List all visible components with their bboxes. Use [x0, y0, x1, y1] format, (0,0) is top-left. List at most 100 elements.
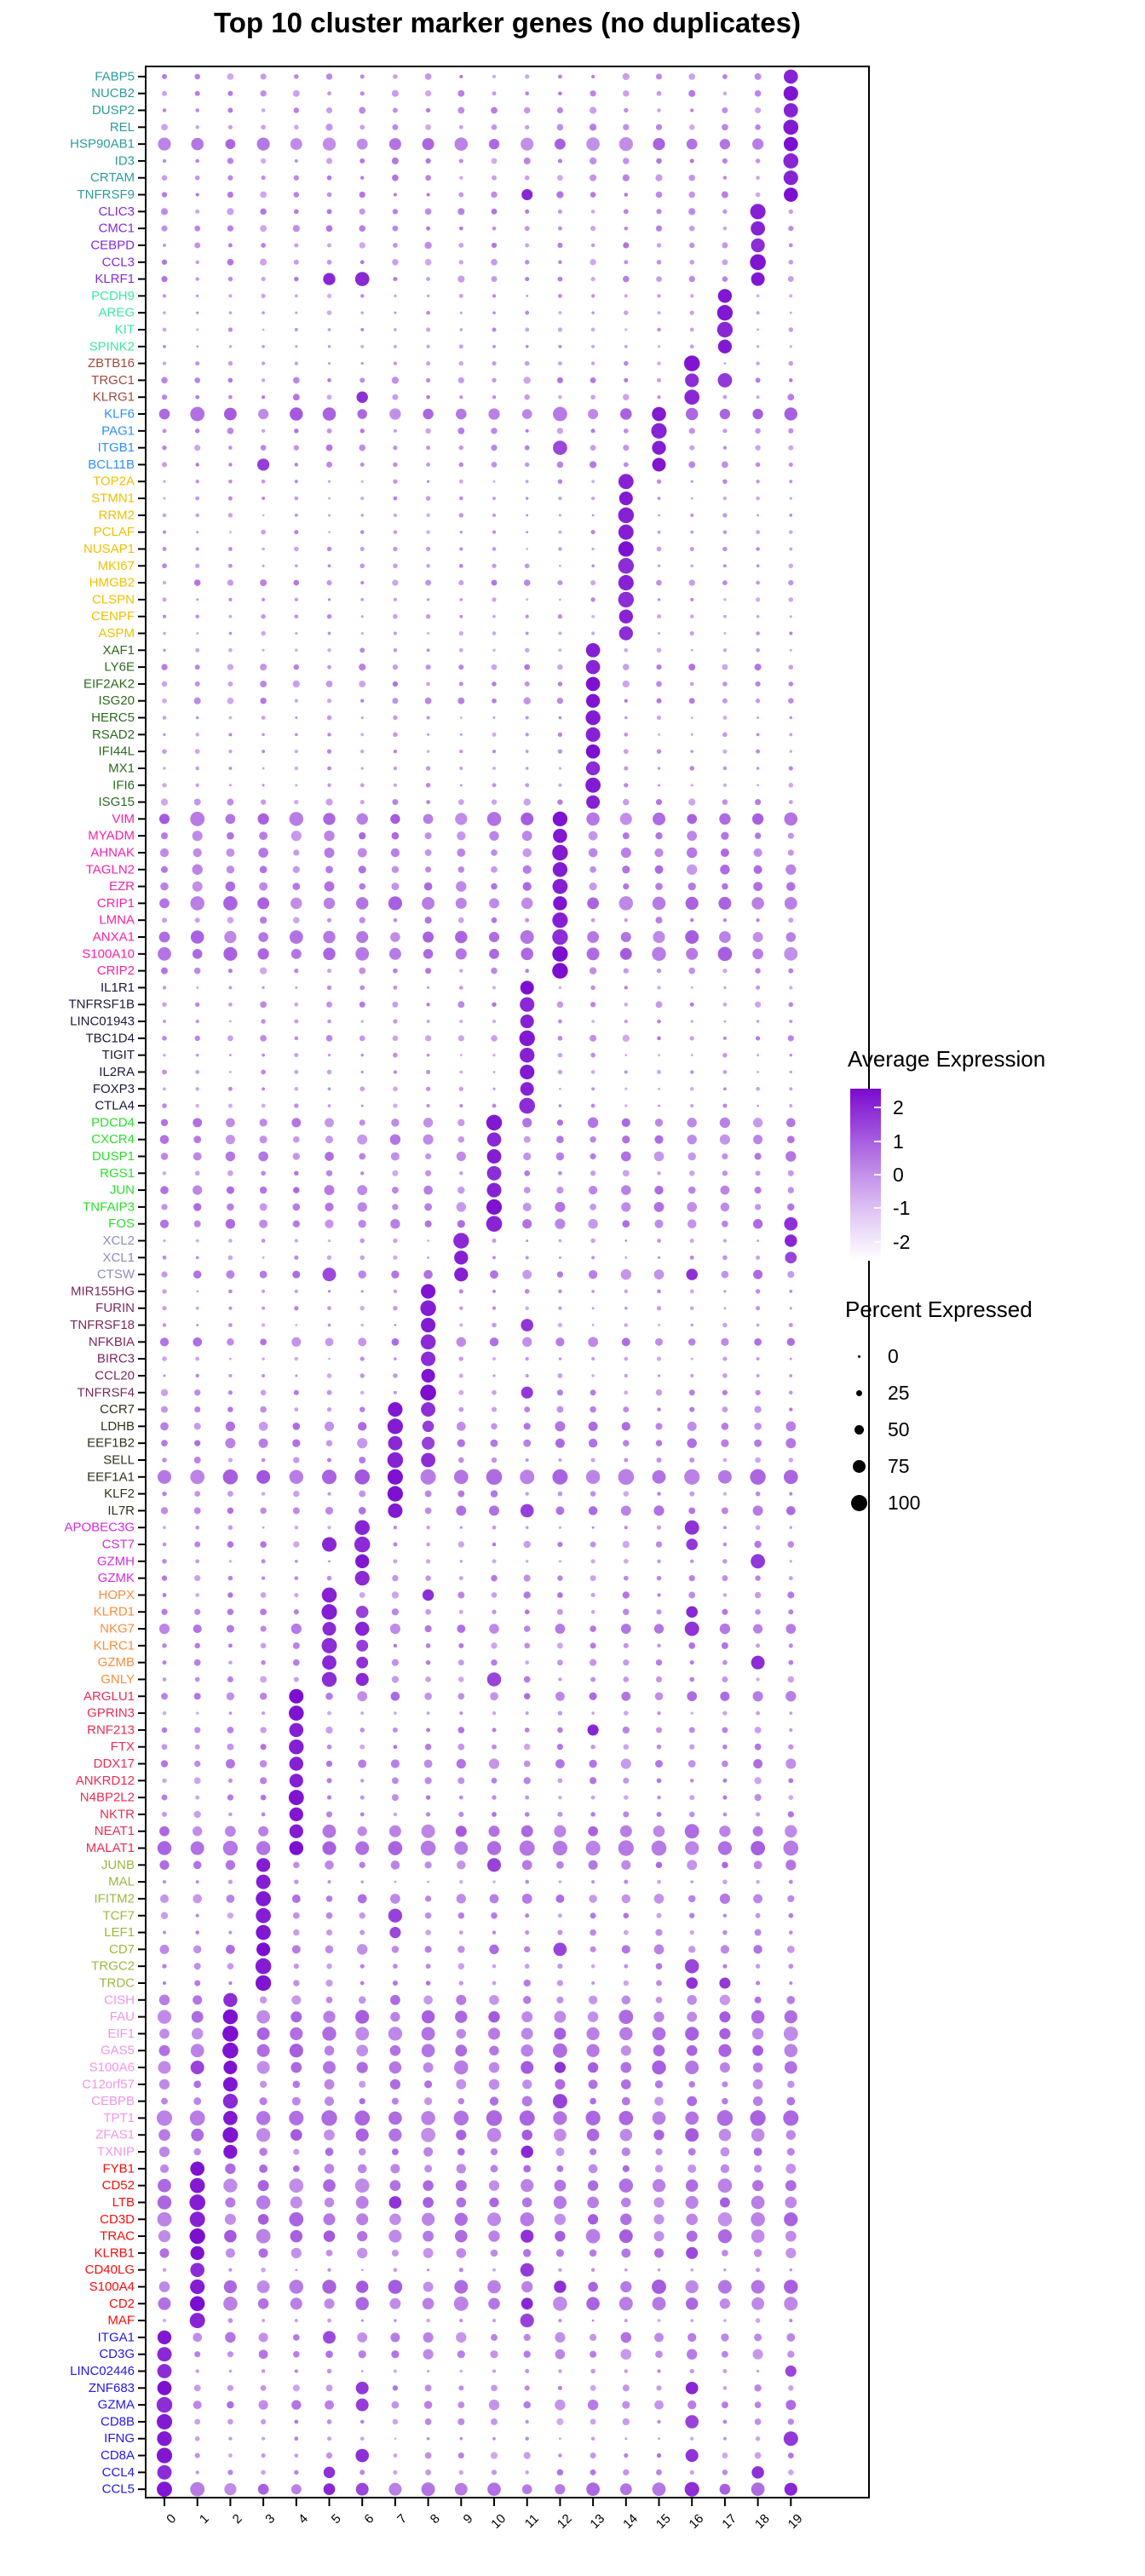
- dot: [390, 848, 400, 858]
- dot: [325, 106, 333, 114]
- dot: [162, 1002, 167, 1007]
- dot: [388, 1435, 403, 1451]
- dot: [393, 1812, 398, 1817]
- dot: [224, 2229, 237, 2243]
- dot: [159, 1894, 170, 1903]
- dot: [454, 2212, 468, 2226]
- dot: [591, 614, 595, 618]
- dot: [752, 2349, 763, 2360]
- gene-label-CD3D: CD3D: [100, 2212, 135, 2227]
- dot: [558, 1357, 562, 1360]
- dot: [262, 1053, 265, 1057]
- dot: [788, 243, 793, 248]
- dot: [786, 1945, 795, 1953]
- dot: [787, 1895, 795, 1903]
- dot: [260, 1406, 267, 1413]
- dot: [393, 513, 397, 517]
- dot: [557, 361, 562, 366]
- dot: [227, 258, 234, 266]
- dot: [488, 1826, 500, 1837]
- dot: [624, 1054, 628, 1057]
- dot: [295, 632, 298, 635]
- dot: [788, 1744, 794, 1750]
- dot: [523, 1625, 531, 1632]
- dot: [520, 1064, 535, 1080]
- dot: [722, 799, 728, 805]
- gene-label-CRTAM: CRTAM: [90, 170, 135, 185]
- dot: [557, 1964, 563, 1969]
- dot: [757, 328, 760, 331]
- dot: [391, 1659, 400, 1666]
- dot: [723, 1307, 727, 1310]
- dot: [226, 865, 235, 874]
- dot: [162, 108, 167, 112]
- dot: [719, 931, 731, 943]
- dot: [652, 2027, 666, 2041]
- dot: [425, 664, 431, 670]
- dot: [228, 767, 233, 770]
- dot: [619, 1825, 632, 1837]
- dot: [392, 174, 399, 181]
- dot: [492, 1054, 496, 1057]
- dot: [228, 1306, 233, 1310]
- dot: [256, 2111, 271, 2125]
- dot: [360, 2370, 364, 2372]
- dot: [426, 546, 431, 552]
- dot: [524, 1946, 531, 1953]
- dot: [228, 394, 233, 400]
- dot: [521, 1319, 534, 1331]
- dot: [159, 898, 170, 909]
- dot: [360, 1929, 365, 1935]
- dot: [323, 897, 336, 910]
- dot: [689, 1457, 695, 1463]
- dot: [425, 579, 432, 586]
- dot: [624, 260, 629, 265]
- dot: [162, 530, 167, 534]
- dot: [162, 614, 167, 618]
- dot: [520, 1015, 534, 1029]
- dot: [585, 659, 601, 675]
- dot: [690, 1104, 694, 1108]
- dot: [227, 1727, 234, 1734]
- dot: [293, 1980, 300, 1987]
- dot: [393, 631, 397, 635]
- dot: [458, 260, 463, 265]
- dot: [425, 1575, 431, 1581]
- dot: [690, 1373, 694, 1378]
- dot: [722, 1220, 728, 1228]
- dot: [688, 2081, 695, 2088]
- dot: [459, 1879, 463, 1884]
- dot: [424, 917, 432, 924]
- dot: [261, 2452, 266, 2458]
- dot: [359, 917, 365, 923]
- gene-label-PCLAF: PCLAF: [94, 525, 135, 539]
- dot: [455, 897, 467, 909]
- dot: [291, 1895, 301, 1903]
- dot: [619, 2010, 634, 2024]
- dot: [327, 1526, 331, 1530]
- dot: [321, 1671, 337, 1688]
- dot: [688, 191, 695, 198]
- dot: [554, 2213, 567, 2225]
- dot: [261, 1239, 266, 1243]
- dot: [260, 1744, 267, 1751]
- dot: [523, 2350, 531, 2358]
- dot: [785, 932, 797, 942]
- dot: [656, 377, 662, 382]
- dot: [590, 1559, 596, 1564]
- dot: [393, 344, 397, 348]
- dot: [157, 2364, 172, 2378]
- dot: [294, 1019, 299, 1024]
- dot: [619, 2229, 633, 2244]
- dot: [657, 986, 661, 990]
- dot: [521, 2096, 532, 2107]
- dot: [162, 1306, 167, 1311]
- dot: [652, 2060, 666, 2075]
- dot: [359, 191, 365, 198]
- dot: [293, 579, 300, 586]
- dot: [657, 1879, 661, 1884]
- dot: [520, 1082, 534, 1096]
- dot: [753, 1894, 763, 1904]
- dot: [591, 547, 595, 551]
- dot: [256, 458, 270, 471]
